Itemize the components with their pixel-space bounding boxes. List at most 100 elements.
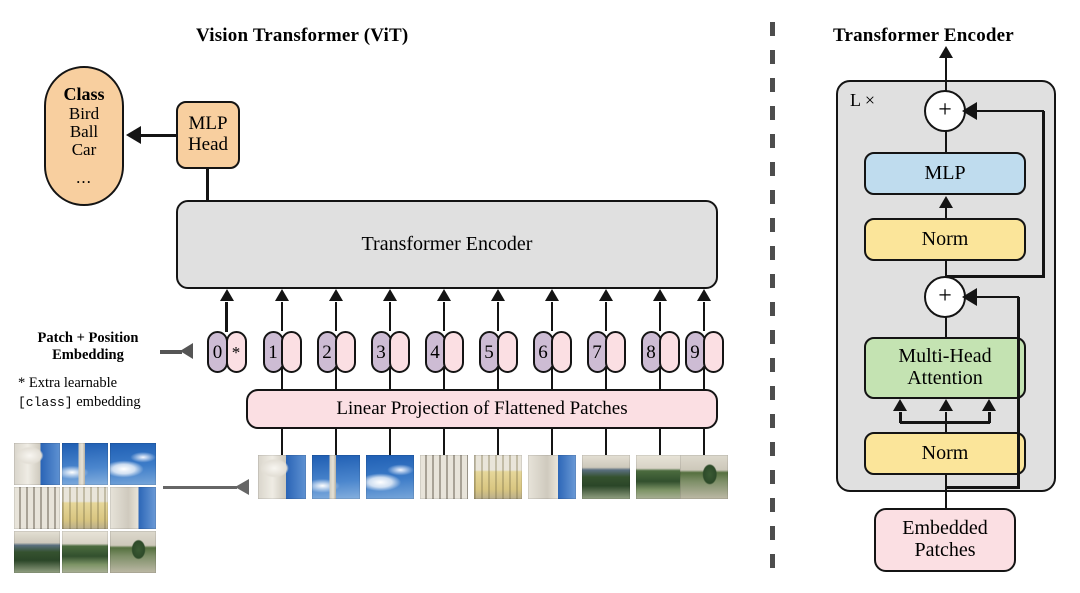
patch-to-projection-line bbox=[496, 429, 500, 459]
norm-top-to-mlp-line bbox=[944, 207, 948, 220]
transformer-encoder-label: Transformer Encoder bbox=[361, 232, 533, 255]
projection-to-token-line bbox=[496, 367, 500, 390]
residual-add-top: + bbox=[924, 90, 966, 132]
token-to-encoder-arrowhead bbox=[437, 289, 451, 301]
skip-bottom-horizontal bbox=[944, 486, 1020, 489]
patch-embedding-1 bbox=[281, 331, 302, 373]
embedded-patches-line1: Embedded bbox=[902, 517, 988, 540]
token-to-encoder-arrowhead bbox=[545, 289, 559, 301]
patch-to-projection-line bbox=[550, 429, 554, 459]
mlp-head-box: MLP Head bbox=[176, 101, 240, 169]
linear-projection-label: Linear Projection of Flattened Patches bbox=[336, 397, 628, 419]
encoder-norm-bottom-block: Norm bbox=[864, 432, 1026, 475]
flattened-patch-6 bbox=[528, 455, 576, 499]
skip-top-vertical bbox=[944, 260, 948, 277]
class-item-1: Ball bbox=[69, 121, 99, 141]
encoder-output-arrowhead bbox=[939, 46, 953, 58]
mlp-head-line2: Head bbox=[187, 134, 229, 155]
mlp-head-line1: MLP bbox=[188, 113, 228, 135]
mlp-to-class-arrowhead bbox=[126, 126, 141, 144]
token-7[interactable]: 7 bbox=[586, 331, 626, 373]
projection-to-token-line bbox=[604, 367, 608, 390]
token-to-encoder-line bbox=[702, 302, 706, 331]
token-to-encoder-arrowhead bbox=[275, 289, 289, 301]
linear-projection-box: Linear Projection of Flattened Patches bbox=[246, 389, 718, 429]
projection-to-token-line bbox=[388, 367, 392, 390]
embedding-label-arrow-line bbox=[160, 350, 182, 354]
encoder-output-line bbox=[944, 57, 948, 92]
norm-top-to-mlp-arrowhead bbox=[939, 196, 953, 208]
patch-embedding-8 bbox=[659, 331, 680, 373]
class-output-box: Class Bird Ball Car ... bbox=[44, 66, 124, 206]
encoder-to-mlp-head-line bbox=[206, 169, 209, 201]
token-to-encoder-arrowhead bbox=[383, 289, 397, 301]
token-to-encoder-arrowhead bbox=[599, 289, 613, 301]
token-0[interactable]: 0 * bbox=[207, 331, 247, 373]
embedding-label-arrowhead bbox=[180, 343, 193, 359]
projection-to-token-line bbox=[334, 367, 338, 390]
patch-embedding-6 bbox=[551, 331, 572, 373]
class-item-0: Bird bbox=[68, 103, 100, 123]
patch-embedding-2 bbox=[335, 331, 356, 373]
projection-to-token-line bbox=[702, 367, 706, 390]
mlp-to-class-line bbox=[140, 134, 178, 137]
projection-to-token-line bbox=[550, 367, 554, 390]
token-5[interactable]: 5 bbox=[478, 331, 518, 373]
token-to-encoder-line bbox=[334, 302, 338, 331]
footnote-line1: * Extra learnable bbox=[18, 375, 118, 391]
token-8[interactable]: 8 bbox=[640, 331, 680, 373]
embedding-label-line1: Patch + Position bbox=[37, 330, 139, 346]
projection-to-token-line bbox=[658, 367, 662, 390]
patch-embedding-5 bbox=[497, 331, 518, 373]
grid-to-sequence-line bbox=[163, 486, 237, 489]
token-3[interactable]: 3 bbox=[370, 331, 410, 373]
residual-add-bottom-symbol: + bbox=[938, 282, 952, 309]
flattened-patch-3 bbox=[366, 455, 414, 499]
token-to-encoder-line bbox=[496, 302, 500, 331]
flattened-patch-1 bbox=[258, 455, 306, 499]
patch-to-projection-line bbox=[658, 429, 662, 459]
flattened-patch-7 bbox=[582, 455, 630, 499]
token-6[interactable]: 6 bbox=[532, 331, 572, 373]
grid-to-sequence-arrowhead bbox=[235, 479, 249, 495]
encoder-mlp-block: MLP bbox=[864, 152, 1026, 195]
token-to-encoder-arrowhead bbox=[697, 289, 711, 301]
projection-to-token-line bbox=[280, 367, 284, 390]
qkv-line-mid bbox=[944, 412, 948, 423]
encoder-norm-bottom-label: Norm bbox=[921, 441, 969, 464]
token-1[interactable]: 1 bbox=[262, 331, 302, 373]
right-panel-title: Transformer Encoder bbox=[833, 25, 1014, 46]
patch-to-projection-line bbox=[604, 429, 608, 459]
transformer-encoder-box: Transformer Encoder bbox=[176, 200, 718, 289]
token-9[interactable]: 9 bbox=[684, 331, 724, 373]
encoder-norm-top-block: Norm bbox=[864, 218, 1026, 261]
projection-to-token-line bbox=[442, 367, 446, 390]
token-4[interactable]: 4 bbox=[424, 331, 464, 373]
qkv-line-right bbox=[988, 412, 991, 423]
class-token-stub bbox=[225, 318, 228, 332]
skip-bottom-horizontal-top bbox=[966, 295, 1019, 299]
embedding-label-line2: Embedding bbox=[52, 347, 124, 364]
patch-embedding-7 bbox=[605, 331, 626, 373]
patch-to-projection-line bbox=[388, 429, 392, 459]
flattened-patch-8 bbox=[636, 455, 684, 499]
patch-embedding-3 bbox=[389, 331, 410, 373]
patch-to-projection-line bbox=[280, 429, 284, 459]
flattened-patch-2 bbox=[312, 455, 360, 499]
class-heading: Class bbox=[63, 84, 105, 105]
skip-bottom-riser bbox=[1017, 297, 1020, 487]
panel-divider bbox=[770, 22, 775, 570]
qkv-arrowhead-mid bbox=[939, 399, 953, 411]
class-ellipsis: ... bbox=[76, 167, 92, 187]
residual-add-top-symbol: + bbox=[938, 96, 952, 123]
footnote-class-token: [class] bbox=[18, 394, 73, 410]
patch-embedding-9 bbox=[703, 331, 724, 373]
embedded-patches-to-norm-line bbox=[944, 474, 948, 510]
extra-learnable-footnote: * Extra learnable [class] embedding bbox=[18, 374, 178, 412]
patch-position-embedding-label: Patch + Position Embedding bbox=[12, 330, 164, 364]
add-top-to-mlp-line bbox=[944, 131, 948, 155]
skip-top-arrowhead bbox=[962, 102, 977, 120]
token-to-encoder-line bbox=[550, 302, 554, 331]
token-2[interactable]: 2 bbox=[316, 331, 356, 373]
patch-embedding-0: * bbox=[225, 331, 247, 373]
